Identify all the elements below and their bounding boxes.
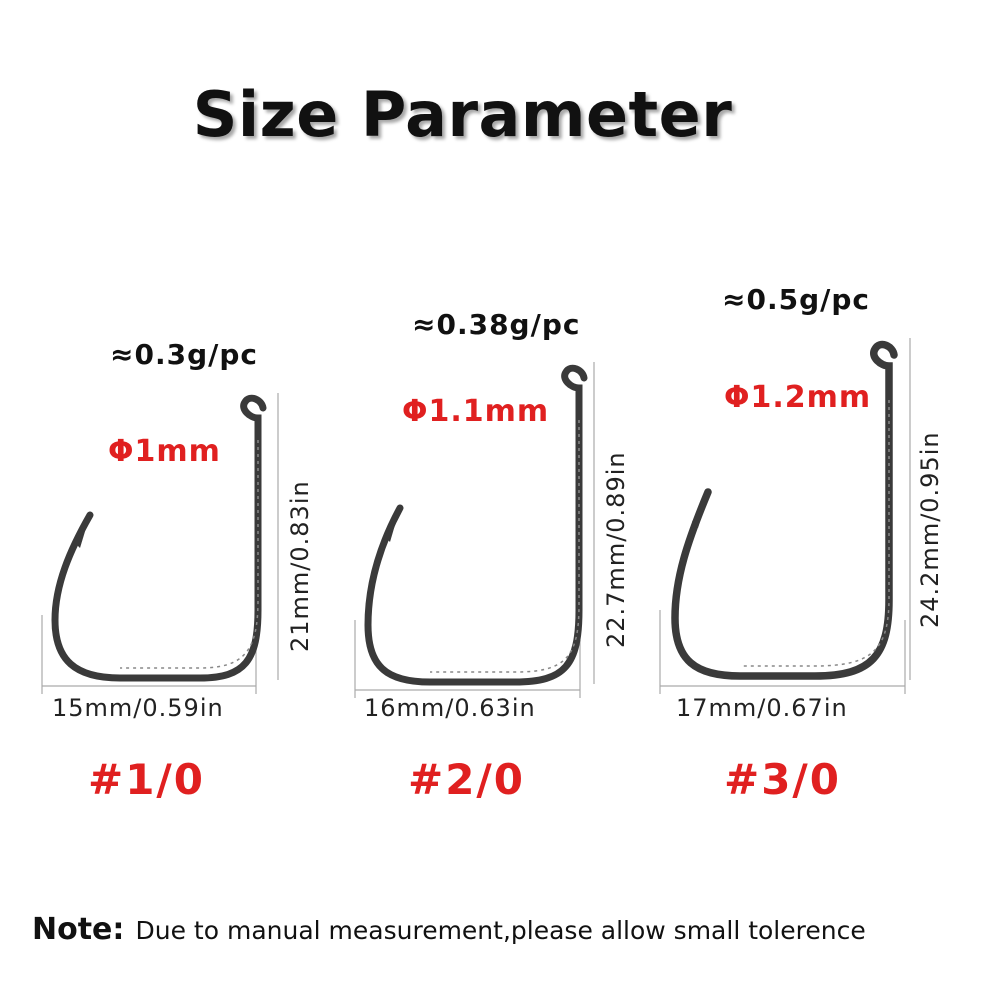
hook-2-width-label: 16mm/0.63in [364,694,536,722]
hook-1-height-label: 21mm/0.83in [286,480,314,652]
hook-3-texture [740,400,890,667]
hook-1-diameter: Φ1mm [108,434,221,469]
page-title: Size Parameter [192,78,733,151]
hook-3-width-label: 17mm/0.67in [676,694,848,722]
hook-2-diameter: Φ1.1mm [402,394,550,429]
note-label: Note: [32,912,125,947]
hook-2-size: #2/0 [408,755,525,804]
hook-1-weight: ≈0.3g/pc [110,338,258,371]
hook-1-wire [51,394,267,682]
hook-3-diameter: Φ1.2mm [724,380,872,415]
hook-1-drawing [41,393,279,694]
note-text: Due to manual measurement,please allow s… [135,916,866,945]
hook-3-barb [692,492,708,528]
hook-1-width-label: 15mm/0.59in [52,694,224,722]
note: Note: Due to manual measurement,please a… [32,912,866,947]
hook-1-barb [74,515,90,548]
hook-2-drawing [354,362,595,698]
hook-3-weight: ≈0.5g/pc [722,283,870,316]
hook-1-size: #1/0 [88,755,205,804]
hook-3-height-label: 24.2mm/0.95in [916,431,944,628]
hook-2-height-label: 22.7mm/0.89in [602,451,630,648]
hook-2-wire [364,364,588,686]
hook-3-drawing [659,338,911,694]
hook-3-wire [671,340,898,680]
hook-3-size: #3/0 [724,755,841,804]
hook-2-weight: ≈0.38g/pc [412,308,581,341]
hook-2-texture [430,420,580,673]
hook-2-barb [384,508,400,542]
hook-1-texture [120,440,259,669]
